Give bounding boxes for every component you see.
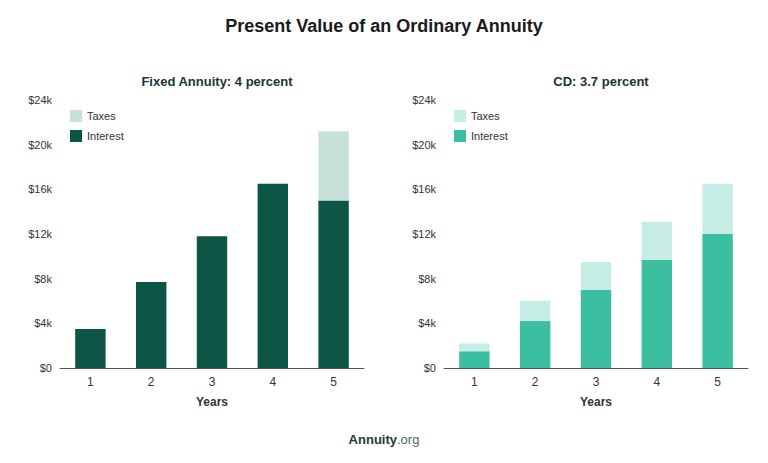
svg-text:Taxes: Taxes bbox=[87, 110, 116, 122]
svg-text:2: 2 bbox=[532, 375, 539, 389]
svg-text:CD: 3.7 percent: CD: 3.7 percent bbox=[553, 74, 649, 89]
svg-text:$0: $0 bbox=[424, 362, 436, 374]
svg-text:Fixed Annuity: 4 percent: Fixed Annuity: 4 percent bbox=[141, 74, 293, 89]
svg-text:2: 2 bbox=[148, 375, 155, 389]
svg-text:Annuity: Annuity bbox=[349, 432, 398, 447]
svg-text:.org: .org bbox=[397, 432, 419, 447]
svg-text:$12k: $12k bbox=[28, 228, 52, 240]
svg-text:$24k: $24k bbox=[28, 94, 52, 106]
svg-text:$16k: $16k bbox=[28, 183, 52, 195]
svg-text:$4k: $4k bbox=[418, 317, 436, 329]
svg-text:5: 5 bbox=[330, 375, 337, 389]
svg-text:Taxes: Taxes bbox=[471, 110, 500, 122]
svg-text:5: 5 bbox=[714, 375, 721, 389]
svg-text:4: 4 bbox=[653, 375, 660, 389]
svg-text:3: 3 bbox=[593, 375, 600, 389]
svg-text:Years: Years bbox=[196, 395, 228, 409]
svg-text:Interest: Interest bbox=[471, 130, 508, 142]
svg-text:$16k: $16k bbox=[412, 183, 436, 195]
svg-text:$4k: $4k bbox=[34, 317, 52, 329]
svg-text:Years: Years bbox=[580, 395, 612, 409]
svg-text:4: 4 bbox=[269, 375, 276, 389]
svg-text:$0: $0 bbox=[40, 362, 52, 374]
svg-text:1: 1 bbox=[471, 375, 478, 389]
svg-text:3: 3 bbox=[209, 375, 216, 389]
svg-text:$8k: $8k bbox=[34, 273, 52, 285]
svg-text:$20k: $20k bbox=[28, 139, 52, 151]
svg-text:$24k: $24k bbox=[412, 94, 436, 106]
svg-text:$8k: $8k bbox=[418, 273, 436, 285]
svg-text:1: 1 bbox=[87, 375, 94, 389]
svg-text:Interest: Interest bbox=[87, 130, 124, 142]
svg-text:$20k: $20k bbox=[412, 139, 436, 151]
svg-text:Present Value of an Ordinary A: Present Value of an Ordinary Annuity bbox=[225, 16, 542, 36]
svg-text:$12k: $12k bbox=[412, 228, 436, 240]
